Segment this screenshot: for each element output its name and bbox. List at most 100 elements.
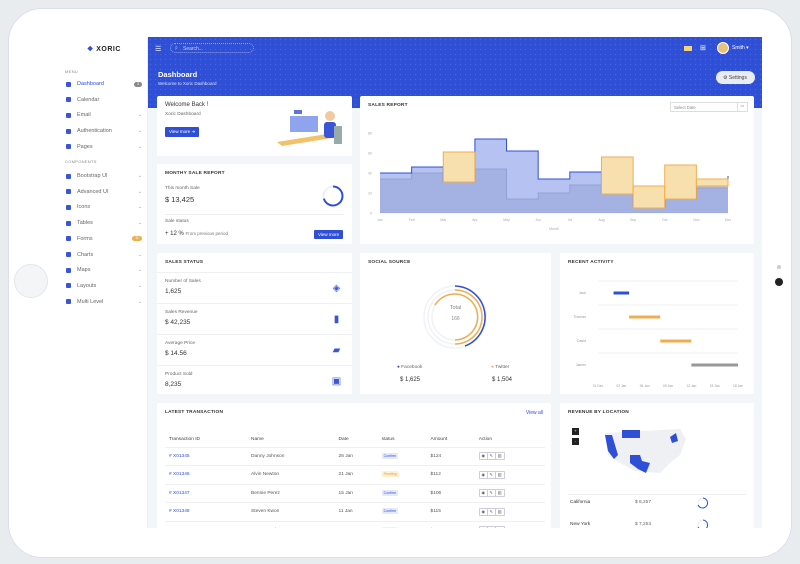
menu-toggle-icon[interactable]: ☰ — [155, 46, 162, 53]
sidebar-item-calendar[interactable]: Calendar — [66, 94, 142, 106]
chevron-down-icon: ⌄ — [137, 298, 142, 305]
components-section-label: COMPONENTS — [65, 159, 97, 164]
page-subtitle: Welcome to Xoric Dashboard — [158, 81, 217, 86]
status-cell: Confirm — [377, 447, 427, 466]
table-row: # X01345 Danny Johnson 26 Jan Confirm $124 ◉ ✎… — [165, 447, 545, 466]
map-land — [605, 429, 686, 473]
sidebar-item-maps[interactable]: Maps ⌄ — [66, 264, 142, 276]
sidebar-item-email[interactable]: Email ⌄ — [66, 109, 142, 121]
activity-bar-jack — [613, 291, 630, 295]
apps-icon[interactable]: ⊞ — [700, 45, 706, 52]
view-icon[interactable]: ◉ — [480, 453, 488, 460]
x-tick-label: Jul — [568, 218, 573, 222]
forms-icon — [66, 236, 71, 242]
location-progress-ring — [697, 497, 709, 509]
texas-region — [630, 455, 650, 473]
delete-icon[interactable]: ▥ — [497, 471, 502, 477]
delete-icon[interactable]: ▥ — [497, 453, 502, 459]
transaction-date: 08 Jan — [334, 521, 378, 528]
legend-twitter: ● Twitter — [491, 365, 510, 370]
email-icon — [66, 112, 71, 118]
delete-icon[interactable]: ▥ — [497, 508, 502, 514]
transaction-id-link[interactable]: # X01347 — [165, 484, 248, 503]
map-zoom-out-button[interactable]: - — [572, 438, 579, 445]
activity-category-label: David — [577, 339, 586, 343]
edit-icon[interactable]: ✎ — [488, 471, 496, 478]
y-tick-label: 0 — [370, 212, 372, 216]
sidebar-item-dashboard[interactable]: Dashboard 3 — [66, 78, 142, 90]
logo[interactable]: ❖ XORIC — [87, 46, 121, 53]
flag-icon[interactable] — [684, 46, 692, 51]
chevron-down-icon: ⌄ — [137, 220, 142, 227]
sidebar-item-advanced-ui[interactable]: Advanced UI ⌄ — [66, 186, 142, 198]
sidebar-item-forms[interactable]: Forms 11 — [66, 233, 142, 245]
transaction-id-link[interactable]: # X01349 — [165, 521, 248, 528]
sidebar-item-tables[interactable]: Tables ⌄ — [66, 217, 142, 229]
date-picker[interactable]: Select Date ▭ — [670, 102, 748, 112]
transaction-id-link[interactable]: # X01348 — [165, 502, 248, 522]
x-tick-label: Jan — [377, 218, 383, 222]
monthly-progress-ring — [322, 185, 344, 207]
delete-icon[interactable]: ▥ — [497, 490, 502, 496]
view-icon[interactable]: ◉ — [480, 508, 488, 515]
legend-facebook: ● Facebook — [397, 365, 423, 370]
monthly-view-more-button[interactable]: View more — [314, 230, 344, 239]
home-button[interactable] — [14, 264, 48, 298]
monthly-value: $ 13,425 — [165, 195, 195, 204]
chevron-down-icon: ⌄ — [137, 112, 142, 119]
edit-icon[interactable]: ✎ — [488, 508, 496, 515]
view-icon[interactable]: ◉ — [480, 490, 488, 497]
settings-button[interactable]: ⚙ Settings — [716, 71, 755, 84]
welcome-title: Welcome Back ! — [165, 102, 209, 108]
maps-icon — [66, 267, 71, 273]
sales-status-card: SALES STATUS Number of Sales 1,625 ◈ Sales … — [157, 253, 352, 394]
orange-step-Mar — [442, 151, 476, 183]
chevron-down-icon: ⌄ — [137, 282, 142, 289]
activity-x-tick: 06 Jan — [640, 384, 650, 388]
edit-icon[interactable]: ✎ — [488, 453, 496, 460]
delete-icon[interactable]: ▥ — [496, 527, 504, 528]
transaction-table: Transaction ID Name Date status Amount Action… — [165, 432, 545, 528]
map-zoom-in-button[interactable]: + — [572, 428, 579, 435]
x-tick-label: Feb — [409, 218, 415, 222]
sidebar-item-charts[interactable]: Charts ⌄ — [66, 249, 142, 261]
view-icon[interactable]: ◉ — [480, 527, 488, 528]
transaction-id-link[interactable]: # X01345 — [165, 447, 248, 466]
welcome-view-more-button[interactable]: View more ➜ — [165, 127, 200, 137]
status-badge: Confirm — [381, 489, 398, 496]
customer-name: Danny Johnson — [247, 447, 335, 466]
amount: $124 — [426, 447, 475, 466]
action-cell: ◉✎▥ — [474, 484, 545, 503]
sidebar-item-layouts[interactable]: Layouts ⌄ — [66, 280, 142, 292]
sidebar-item-authentication[interactable]: Authentication ⌄ — [66, 125, 142, 137]
activity-category-label: Thomas — [573, 315, 586, 319]
total-value: 166 — [451, 316, 460, 322]
user-menu[interactable]: Smith ▾ — [732, 45, 749, 51]
sidebar-item-bootstrap-ui[interactable]: Bootstrap UI ⌄ — [66, 170, 142, 182]
view-all-link[interactable]: View all — [525, 410, 543, 416]
search-input[interactable]: ⌕ Search... — [170, 43, 254, 53]
transaction-id-link[interactable]: # X01346 — [165, 465, 248, 485]
sales-status-row: Product Sold 8,235 ▣ — [157, 365, 352, 396]
avatar[interactable] — [717, 42, 729, 54]
x-tick-label: Dec — [725, 218, 731, 222]
chevron-down-icon: ⌄ — [137, 267, 142, 274]
authentication-icon — [66, 128, 71, 134]
sidebar-item-multi-level[interactable]: Multi Level ⌄ — [66, 296, 142, 308]
edit-icon[interactable]: ✎ — [488, 527, 496, 528]
view-icon[interactable]: ◉ — [480, 471, 488, 478]
calendar-icon[interactable]: ▭ — [737, 103, 747, 111]
logo-text: XORIC — [96, 46, 121, 53]
y-tick-label: 80 — [368, 132, 372, 136]
action-group: ◉✎▥ — [478, 470, 505, 479]
edit-icon[interactable]: ✎ — [488, 490, 496, 497]
sidebar-item-icons[interactable]: Icons ⌄ — [66, 201, 142, 213]
activity-bar-james — [691, 363, 738, 367]
status-badge: Confirm — [381, 452, 398, 459]
stat-value: 1,625 — [165, 288, 182, 295]
sidebar-item-pages[interactable]: Pages ⌄ — [66, 141, 142, 153]
sale-status-label: Sale status — [165, 219, 189, 224]
table-row: # X01346 Alvin Newton 21 Jan Pending $112 ◉ ✎ ▥ — [165, 465, 545, 485]
x-tick-label: Apr — [472, 218, 478, 222]
amount: $115 — [426, 502, 475, 522]
